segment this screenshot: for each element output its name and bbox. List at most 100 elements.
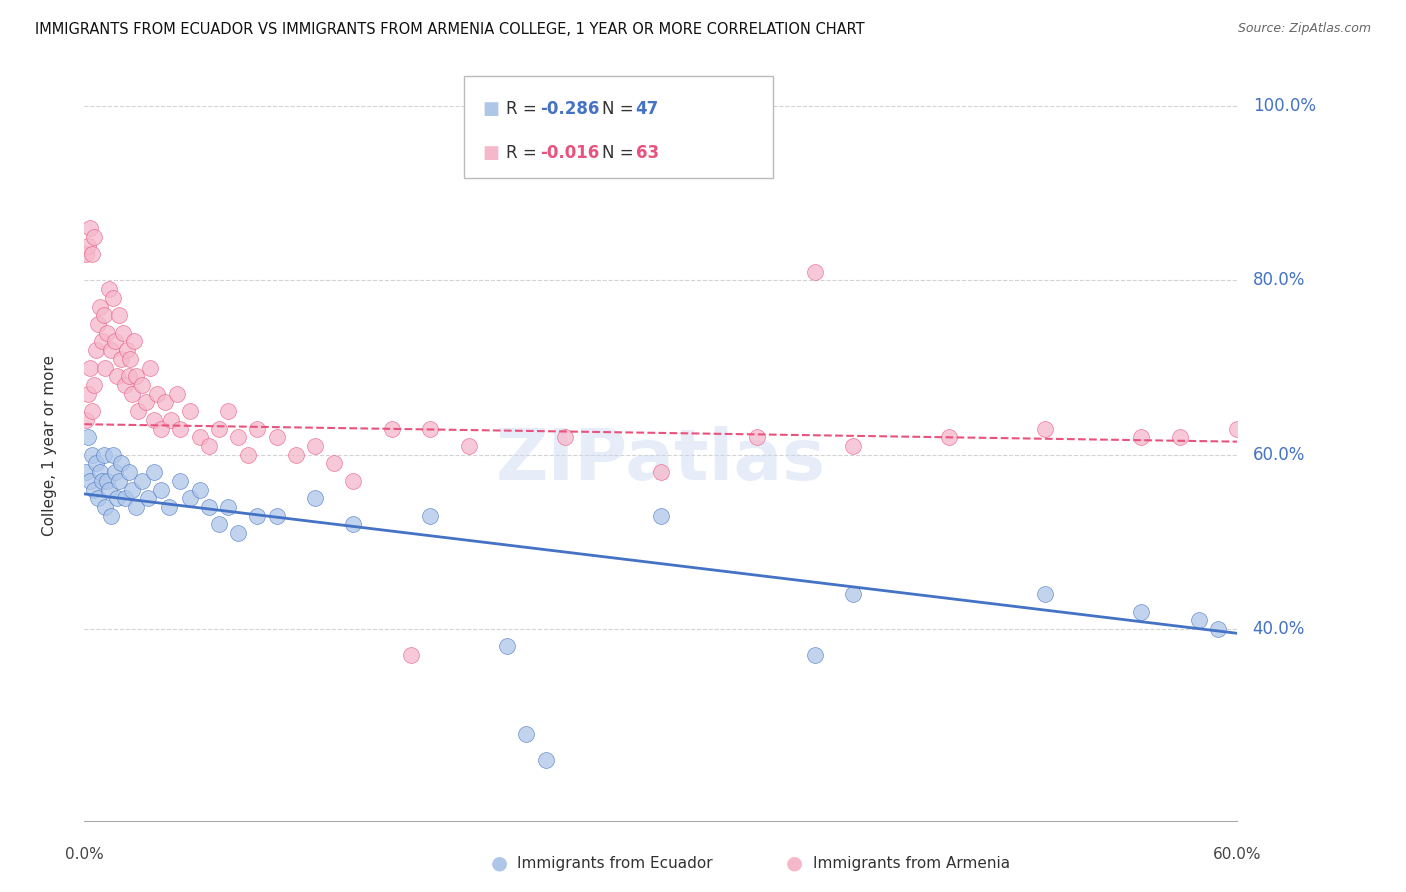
Point <box>83 378 105 392</box>
Text: -0.016: -0.016 <box>540 144 599 161</box>
Text: ■: ■ <box>482 144 499 161</box>
Point <box>1033 421 1056 435</box>
Text: N =: N = <box>602 144 638 161</box>
Point <box>111 326 134 340</box>
Text: 60.0%: 60.0% <box>1213 847 1261 862</box>
Point <box>93 308 115 322</box>
Point <box>77 238 100 252</box>
Text: Immigrants from Armenia: Immigrants from Armenia <box>813 856 1010 871</box>
Point <box>89 465 111 479</box>
Point <box>103 291 124 305</box>
Point <box>1033 587 1056 601</box>
Point <box>80 247 103 261</box>
Point <box>1130 605 1153 619</box>
Point <box>94 500 117 514</box>
Point <box>246 421 269 435</box>
Point <box>399 648 422 662</box>
Point <box>114 378 136 392</box>
Point <box>1206 622 1229 636</box>
Point <box>104 334 127 349</box>
Point <box>938 430 960 444</box>
Point <box>179 491 201 506</box>
Point <box>90 474 112 488</box>
Point <box>121 386 143 401</box>
Text: ■: ■ <box>482 100 499 118</box>
Point <box>342 474 364 488</box>
Point <box>96 474 118 488</box>
Text: R =: R = <box>506 144 543 161</box>
Point <box>104 465 127 479</box>
Point <box>803 265 825 279</box>
Point <box>198 439 221 453</box>
Point <box>146 386 169 401</box>
Point <box>160 413 183 427</box>
Point <box>114 491 136 506</box>
Point <box>419 508 441 523</box>
Point <box>100 343 122 358</box>
Point <box>457 439 479 453</box>
Point <box>419 421 441 435</box>
Point <box>169 421 191 435</box>
Point <box>284 448 307 462</box>
Point <box>218 404 240 418</box>
Point <box>84 343 107 358</box>
Point <box>138 360 160 375</box>
Point <box>842 439 865 453</box>
Point <box>188 483 211 497</box>
Text: 100.0%: 100.0% <box>1253 97 1316 115</box>
Point <box>208 517 231 532</box>
Point <box>142 413 165 427</box>
Point <box>650 465 672 479</box>
Point <box>157 500 180 514</box>
Point <box>75 413 97 427</box>
Point <box>198 500 221 514</box>
Point <box>150 421 173 435</box>
Point <box>153 395 176 409</box>
Point <box>304 491 326 506</box>
Text: Source: ZipAtlas.com: Source: ZipAtlas.com <box>1237 22 1371 36</box>
Text: 80.0%: 80.0% <box>1253 271 1305 290</box>
Text: R =: R = <box>506 100 543 118</box>
Point <box>803 648 825 662</box>
Point <box>75 247 97 261</box>
Point <box>135 395 157 409</box>
Text: 40.0%: 40.0% <box>1253 620 1305 638</box>
Point <box>125 500 148 514</box>
Point <box>93 448 115 462</box>
Point <box>100 508 122 523</box>
Point <box>87 491 110 506</box>
Point <box>80 448 103 462</box>
Text: 0.0%: 0.0% <box>65 847 104 862</box>
Point <box>84 457 107 471</box>
Point <box>515 726 537 740</box>
Point <box>842 587 865 601</box>
Text: ZIPatlas: ZIPatlas <box>496 426 825 495</box>
Point <box>179 404 201 418</box>
Text: ●: ● <box>786 854 803 873</box>
Point <box>87 317 110 331</box>
Point <box>323 457 346 471</box>
Point <box>124 334 146 349</box>
Point <box>266 508 288 523</box>
Point <box>1226 421 1249 435</box>
Point <box>131 378 153 392</box>
Text: -0.286: -0.286 <box>540 100 599 118</box>
Point <box>96 326 118 340</box>
Point <box>142 465 165 479</box>
Point <box>77 386 100 401</box>
Point <box>105 369 128 384</box>
Text: 63: 63 <box>636 144 658 161</box>
Point <box>1188 613 1211 627</box>
Point <box>127 404 149 418</box>
Point <box>125 369 148 384</box>
Point <box>90 334 112 349</box>
Point <box>131 474 153 488</box>
Point <box>136 491 159 506</box>
Point <box>236 448 259 462</box>
Point <box>94 360 117 375</box>
Point <box>77 430 100 444</box>
Point <box>79 221 101 235</box>
Point <box>75 465 97 479</box>
Point <box>745 430 768 444</box>
Point <box>342 517 364 532</box>
